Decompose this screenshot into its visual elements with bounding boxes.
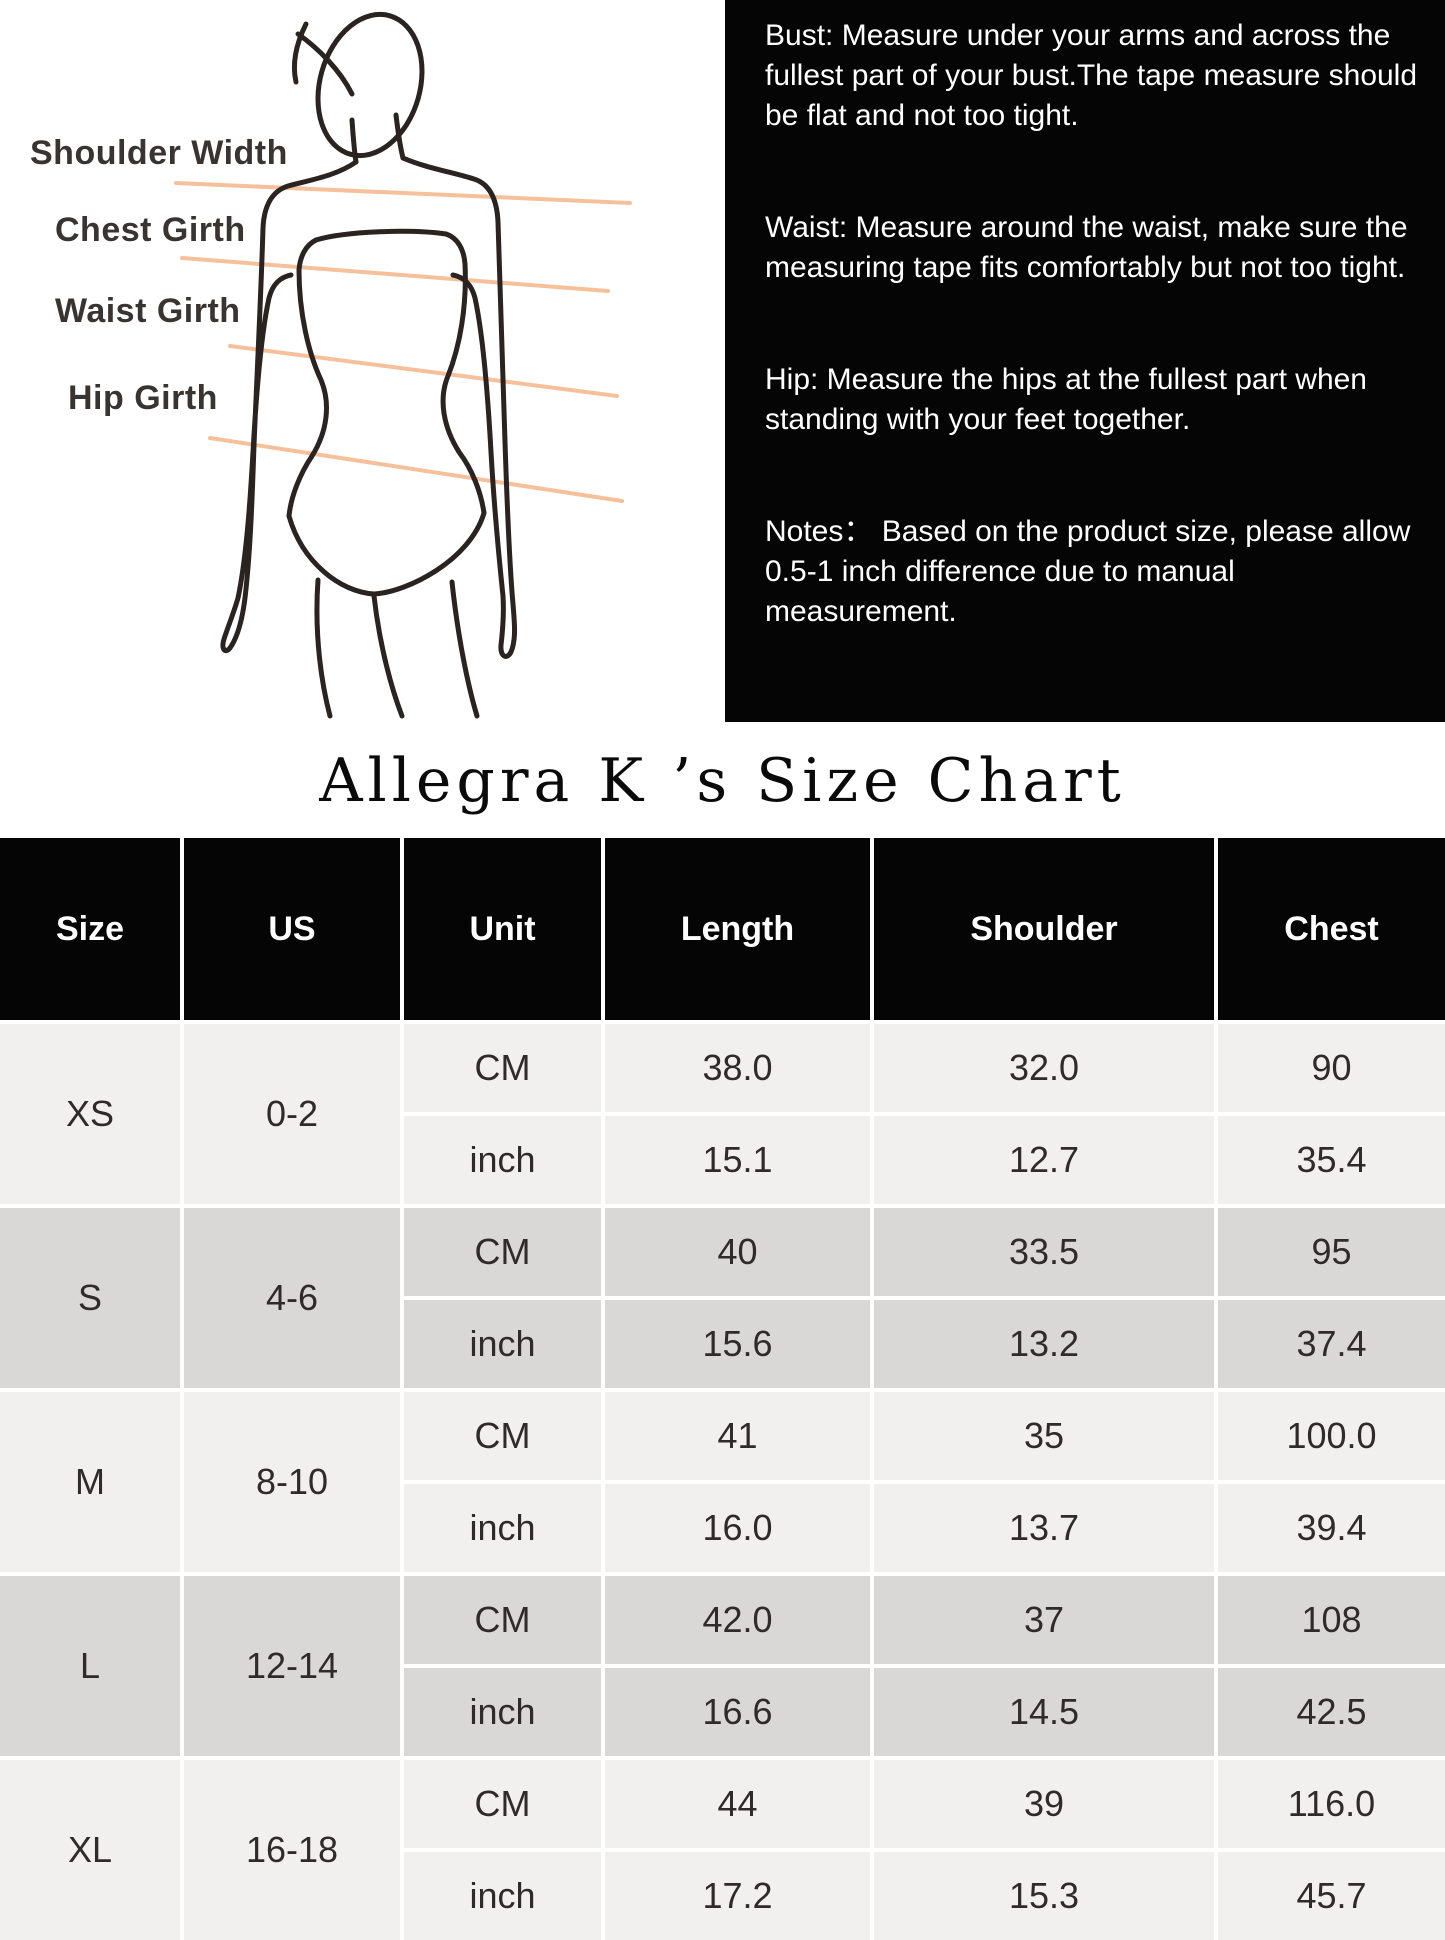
unit-inch-cell: inch (404, 1668, 601, 1756)
chest-inch-value: 42.5 (1218, 1668, 1445, 1756)
length-cm-value: 42.0 (605, 1576, 870, 1664)
unit-cm-cell: CM (404, 1392, 601, 1480)
length-cm-value: 41 (605, 1392, 870, 1480)
unit-inch-cell: inch (404, 1116, 601, 1204)
figure-right-arm (400, 155, 517, 659)
size-group-s: S 4-6 CM 40 33.5 95 inch 15.6 13.2 37.4 (0, 1208, 1445, 1388)
shoulder-cm-value: 35 (874, 1392, 1214, 1480)
shoulder-cm-value: 32.0 (874, 1024, 1214, 1112)
notes-instruction: Notes： Based on the product size, please… (765, 515, 1411, 628)
size-chart-title: Allegra K ’s Size Chart (319, 746, 1126, 816)
chest-cm-value: 95 (1218, 1208, 1445, 1296)
bust-instruction: Bust: Measure under your arms and across… (765, 19, 1418, 132)
unit-cm-cell: CM (404, 1208, 601, 1296)
waist-girth-line (228, 344, 619, 398)
size-group-xl: XL 16-18 CM 44 39 116.0 inch 17.2 15.3 45.7 (0, 1760, 1445, 1940)
shoulder-width-line (174, 181, 632, 205)
measurement-figure-panel: Shoulder Width Chest Girth Waist Girth H… (0, 0, 725, 726)
length-inch-value: 17.2 (605, 1852, 870, 1940)
shoulder-inch-value: 13.2 (874, 1300, 1214, 1388)
length-inch-value: 15.1 (605, 1116, 870, 1204)
figure-head (315, 11, 425, 159)
hip-girth-label: Hip Girth (68, 379, 218, 417)
length-cm-value: 44 (605, 1760, 870, 1848)
shoulder-cm-value: 39 (874, 1760, 1214, 1848)
size-cell-l: L (0, 1576, 180, 1756)
length-cm-value: 40 (605, 1208, 870, 1296)
measurement-instructions-box: Bust: Measure under your arms and across… (725, 0, 1445, 722)
size-cell-s: S (0, 1208, 180, 1388)
size-group-xs: XS 0-2 CM 38.0 32.0 90 inch 15.1 12.7 35.4 (0, 1024, 1445, 1204)
chest-cm-value: 108 (1218, 1576, 1445, 1664)
unit-cm-cell: CM (404, 1024, 601, 1112)
size-table-header: Size US Unit Length Shoulder Chest (0, 838, 1445, 1020)
waist-girth-label: Waist Girth (55, 292, 241, 330)
header-size: Size (0, 838, 180, 1020)
size-cell-xs: XS (0, 1024, 180, 1204)
unit-cm-cell: CM (404, 1760, 601, 1848)
length-inch-value: 16.6 (605, 1668, 870, 1756)
chest-girth-label: Chest Girth (55, 211, 246, 249)
header-us: US (184, 838, 400, 1020)
header-unit: Unit (404, 838, 601, 1020)
body-figure-sketch (174, 11, 632, 719)
us-range-cell-l: 12-14 (184, 1576, 400, 1756)
shoulder-inch-value: 15.3 (874, 1852, 1214, 1940)
figure-hair (295, 31, 355, 97)
shoulder-cm-value: 33.5 (874, 1208, 1214, 1296)
chest-inch-value: 39.4 (1218, 1484, 1445, 1572)
shoulder-inch-value: 14.5 (874, 1668, 1214, 1756)
figure-neck-left (349, 117, 359, 165)
chest-inch-value: 45.7 (1218, 1852, 1445, 1940)
size-cell-m: M (0, 1392, 180, 1572)
us-range-cell-xs: 0-2 (184, 1024, 400, 1204)
unit-inch-cell: inch (404, 1300, 601, 1388)
us-range-cell-m: 8-10 (184, 1392, 400, 1572)
figure-bodice-top (313, 228, 449, 243)
size-group-m: M 8-10 CM 41 35 100.0 inch 16.0 13.7 39.4 (0, 1392, 1445, 1572)
shoulder-width-label: Shoulder Width (30, 134, 288, 172)
hip-instruction: Hip: Measure the hips at the fullest par… (765, 363, 1367, 436)
header-length: Length (605, 838, 870, 1020)
length-inch-value: 15.6 (605, 1300, 870, 1388)
unit-inch-cell: inch (404, 1484, 601, 1572)
chest-cm-value: 116.0 (1218, 1760, 1445, 1848)
unit-inch-cell: inch (404, 1852, 601, 1940)
chest-cm-value: 90 (1218, 1024, 1445, 1112)
size-table: Size US Unit Length Shoulder Chest XS 0-2 CM 38.… (0, 838, 1445, 1940)
figure-neck-right (393, 112, 406, 161)
figure-leg-right (449, 579, 480, 719)
figure-torso-right (440, 261, 487, 516)
figure-leg-left (314, 577, 333, 719)
header-shoulder: Shoulder (874, 838, 1214, 1020)
length-cm-value: 38.0 (605, 1024, 870, 1112)
header-chest: Chest (1218, 838, 1445, 1020)
waist-instruction: Waist: Measure around the waist, make su… (765, 211, 1408, 284)
size-cell-xl: XL (0, 1760, 180, 1940)
figure-outline (220, 11, 517, 719)
us-range-cell-s: 4-6 (184, 1208, 400, 1388)
hip-girth-line (208, 436, 624, 503)
figure-left-arm (220, 159, 359, 654)
figure-torso-left (286, 267, 329, 519)
chest-girth-line (180, 256, 610, 293)
shoulder-inch-value: 13.7 (874, 1484, 1214, 1572)
chest-inch-value: 35.4 (1218, 1116, 1445, 1204)
unit-cm-cell: CM (404, 1576, 601, 1664)
us-range-cell-xl: 16-18 (184, 1760, 400, 1940)
chest-cm-value: 100.0 (1218, 1392, 1445, 1480)
figure-hair-strand (291, 21, 309, 85)
shoulder-cm-value: 37 (874, 1576, 1214, 1664)
size-group-l: L 12-14 CM 42.0 37 108 inch 16.6 14.5 42.5 (0, 1576, 1445, 1756)
length-inch-value: 16.0 (605, 1484, 870, 1572)
figure-bodice-corner-right (443, 231, 468, 267)
figure-leg-inner (371, 593, 405, 719)
chest-inch-value: 37.4 (1218, 1300, 1445, 1388)
figure-bodice-corner-left (296, 237, 319, 273)
shoulder-inch-value: 12.7 (874, 1116, 1214, 1204)
